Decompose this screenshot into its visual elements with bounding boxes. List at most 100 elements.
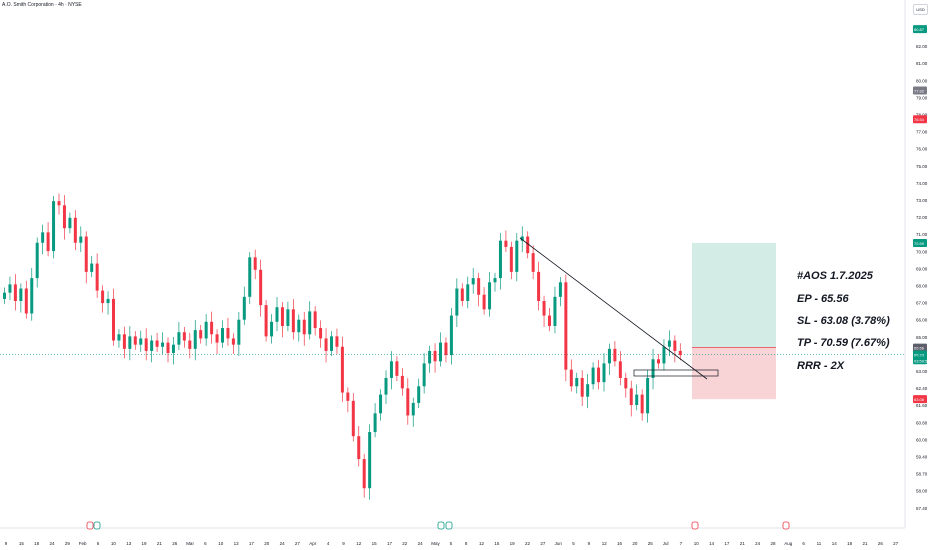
candle-body [657, 359, 660, 364]
time-tick-label: Aug [784, 541, 793, 546]
time-tick-label: 9 [588, 541, 591, 546]
event-marker-icon[interactable] [691, 521, 699, 530]
candle-body [558, 282, 562, 297]
candle-body [286, 309, 290, 326]
price-badge-label: 63.08 [914, 397, 925, 402]
candle-body [161, 342, 165, 347]
time-tick-label: Feb [79, 541, 87, 546]
time-tick-label: 24 [280, 541, 286, 546]
candle-body [231, 338, 235, 345]
time-tick-label: 11 [817, 541, 822, 546]
price-tick-label: 66.00 [916, 318, 928, 323]
candle-body [242, 296, 246, 320]
candle-body [177, 332, 181, 345]
price-tick-label: 60.80 [916, 420, 928, 425]
candle-body [662, 346, 666, 364]
price-tick-label: 71.00 [916, 232, 928, 237]
candle-body [204, 321, 208, 339]
price-tick-label: 69.00 [916, 266, 928, 271]
candle-body [122, 334, 126, 349]
price-badge-label: 76.54 [914, 117, 925, 122]
time-tick-label: 17 [249, 541, 255, 546]
currency-button[interactable]: USD [913, 4, 928, 15]
candle-body [313, 311, 317, 329]
annotation-ticker: #AOS 1.7.2025 [797, 270, 873, 282]
candle-body [384, 377, 388, 395]
price-badge-label: 65.56 [914, 346, 925, 351]
price-tick-label: 58.00 [916, 489, 928, 494]
time-tick-label: Mar [186, 541, 194, 546]
time-tick-label: 19 [142, 541, 148, 546]
price-tick-label: 59.40 [916, 455, 928, 460]
candle-body [193, 330, 197, 349]
candle-body [19, 288, 23, 301]
event-marker-icon[interactable] [437, 521, 445, 530]
candle-body [602, 363, 606, 383]
candle-body [526, 236, 530, 254]
candle-body [569, 369, 573, 387]
candle-body [35, 242, 39, 279]
time-tick-label: 18 [847, 541, 853, 546]
candle-body [95, 263, 99, 291]
event-marker-icon[interactable] [782, 521, 790, 530]
time-tick-label: 22 [402, 541, 408, 546]
time-tick-label: 5 [572, 541, 575, 546]
trendline[interactable] [519, 237, 708, 380]
candle-body [379, 394, 383, 414]
time-tick-label: 20 [632, 541, 638, 546]
take-profit-zone[interactable] [692, 242, 776, 348]
price-tick-label: 81.00 [916, 61, 928, 66]
candle-body [237, 319, 241, 345]
event-marker-icon[interactable] [93, 521, 101, 530]
time-tick-label: 5 [450, 541, 453, 546]
candle-body [330, 336, 333, 351]
candle-body [324, 338, 328, 351]
candle-body [68, 217, 72, 229]
time-tick-label: 21 [862, 541, 868, 546]
price-tick-label: 70.00 [916, 249, 928, 254]
time-tick-label: 9 [342, 541, 345, 546]
time-tick-label: 7 [680, 541, 683, 546]
time-tick-label: 14 [709, 541, 715, 546]
candle-body [389, 361, 393, 378]
price-badge-label: 70.59 [914, 241, 925, 246]
stop-loss-zone[interactable] [692, 347, 776, 400]
event-marker-icon[interactable] [86, 521, 94, 530]
price-tick-label: 67.00 [916, 301, 928, 306]
candle-body [460, 288, 464, 301]
candle-body [62, 205, 66, 229]
candle-body [221, 328, 224, 343]
candle-body [667, 340, 671, 347]
candle-body [340, 346, 344, 393]
candle-body [613, 348, 617, 362]
candle-body [357, 436, 361, 460]
price-tick-label: 78.00 [916, 113, 928, 118]
price-tick-label: 82.00 [916, 44, 928, 49]
time-tick-label: 15 [494, 541, 500, 546]
candle-body [346, 392, 350, 401]
price-badge [913, 115, 927, 124]
candle-body [52, 201, 56, 252]
price-tick-label: 75.00 [916, 164, 928, 169]
candle-body [84, 236, 88, 272]
candle-body [455, 288, 459, 316]
time-tick-label: 17 [724, 541, 730, 546]
candle-body [422, 363, 426, 387]
time-tick-label: 13 [234, 541, 240, 546]
price-tick-label: 60.00 [916, 437, 928, 442]
candle-body [444, 342, 448, 356]
candle-body [90, 263, 94, 272]
candle-body [248, 257, 252, 297]
candle-body [166, 342, 170, 353]
time-tick-label: 17 [387, 541, 393, 546]
candle-body [101, 290, 105, 304]
support-box[interactable] [633, 369, 719, 377]
candle-body [308, 311, 312, 335]
candle-body [3, 292, 6, 299]
time-tick-label: 13 [126, 541, 132, 546]
annotation-take-profit: TP - 70.59 (7.67%) [797, 337, 890, 349]
annotation-stop-loss: SL - 63.08 (3.78%) [797, 315, 890, 327]
event-marker-icon[interactable] [445, 521, 453, 530]
time-tick-label: 19 [510, 541, 516, 546]
